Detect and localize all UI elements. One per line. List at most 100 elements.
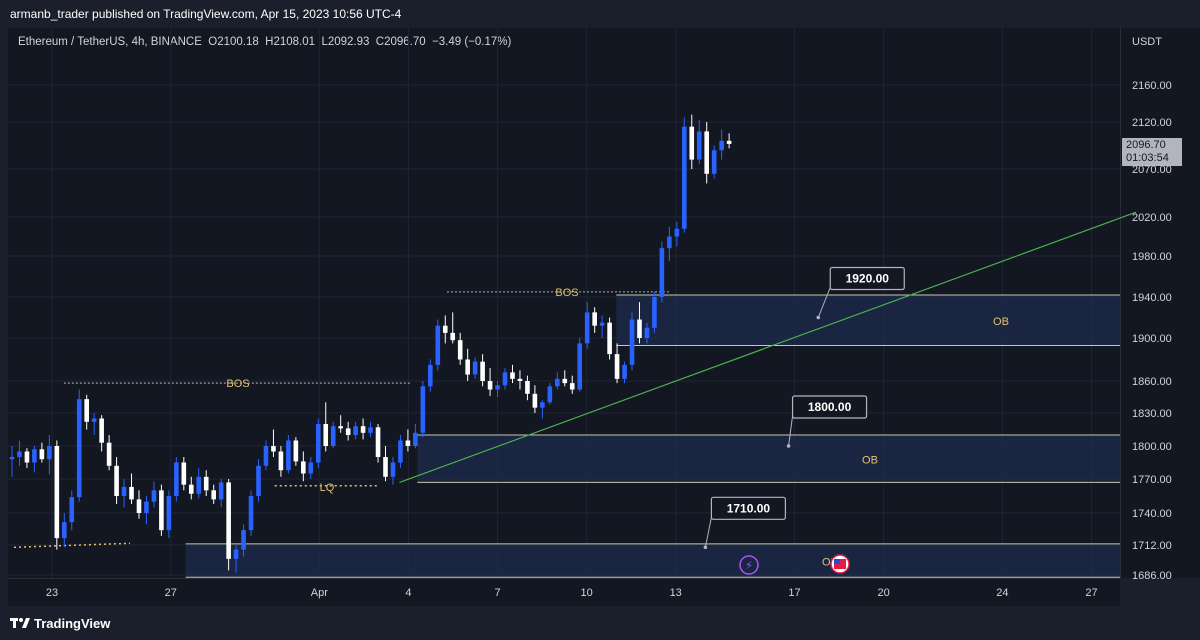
high-value: H2108.01: [265, 36, 316, 48]
candle-body: [360, 426, 366, 433]
price-tick-label: 1940.00: [1132, 292, 1172, 304]
candle-body: [383, 457, 388, 477]
candle-body: [39, 449, 45, 460]
candle-body: [47, 446, 52, 460]
footer-bar: TradingView: [0, 606, 1200, 640]
candle-body: [442, 325, 448, 333]
candle-body: [398, 440, 403, 463]
open-value: O2100.18: [208, 36, 259, 48]
candle-body: [532, 393, 538, 408]
price-callout-box[interactable]: [829, 266, 905, 291]
candle-body: [622, 364, 627, 379]
candle-body: [241, 530, 246, 550]
price-tick-label: 1860.00: [1132, 376, 1172, 388]
candle-body: [629, 319, 635, 365]
candle-body: [353, 426, 358, 435]
candle-body: [84, 399, 89, 422]
candle-body: [256, 465, 261, 496]
candle-body: [121, 486, 127, 496]
candle-body: [159, 490, 164, 531]
candle-body: [696, 131, 702, 160]
candle-body: [17, 451, 22, 457]
ohlc-legend: Ethereum / TetherUS, 4h, BINANCE O2100.1…: [18, 36, 511, 48]
price-axis[interactable]: [1120, 28, 1200, 578]
time-tick-label: 27: [1085, 587, 1097, 599]
callout-pointer: [704, 517, 712, 548]
candle-body: [323, 424, 329, 446]
candle-body: [315, 424, 321, 463]
candle-body: [644, 327, 650, 338]
bos-label: BOS: [226, 378, 249, 390]
candle-body: [188, 484, 194, 494]
tradingview-brand-label[interactable]: TradingView: [34, 616, 111, 631]
candle-body: [667, 236, 672, 249]
candle-body: [592, 312, 597, 326]
price-tick-label: 1740.00: [1132, 508, 1172, 520]
candle-body: [69, 497, 75, 523]
lightning-event-icon[interactable]: [739, 555, 759, 575]
time-tick-label: 24: [996, 587, 1008, 599]
candle-body: [330, 426, 336, 446]
price-tick-label: 1980.00: [1132, 251, 1172, 263]
candle-body: [435, 325, 441, 365]
candle-body: [719, 140, 724, 151]
candle-body: [301, 461, 306, 474]
lightning-glyph-icon: ⚡: [745, 560, 753, 572]
low-value: L2092.93: [321, 36, 370, 48]
price-callout-box[interactable]: [791, 395, 868, 419]
candle-body: [91, 418, 97, 422]
time-tick-label: Apr: [311, 587, 328, 599]
price-tick-label: 2020.00: [1132, 212, 1172, 224]
candle-body: [547, 386, 553, 403]
candle-body: [652, 297, 657, 328]
candle-body: [689, 126, 695, 160]
price-callout-label: 1800.00: [808, 400, 852, 414]
callout-anchor-dot: [703, 545, 708, 550]
candle-body: [32, 449, 37, 463]
candle-body: [637, 319, 642, 338]
ob-label: OB: [862, 455, 878, 467]
candle-body: [271, 446, 276, 452]
candle-body: [413, 432, 418, 446]
time-axis[interactable]: [8, 578, 1120, 607]
price-tick-label: 1686.00: [1132, 570, 1172, 582]
time-tick-label: 10: [580, 587, 592, 599]
price-tick-label: 1712.00: [1132, 540, 1172, 552]
candle-body: [711, 150, 717, 174]
candle-body: [405, 440, 411, 446]
candle-body: [166, 496, 172, 531]
time-tick-label: 27: [165, 587, 177, 599]
price-tick-label: 2120.00: [1132, 117, 1172, 129]
candle-body: [181, 462, 187, 485]
candle-body: [457, 340, 463, 360]
candle-body: [659, 248, 665, 297]
candle-body: [517, 378, 523, 381]
candle-body: [114, 465, 119, 496]
candle-body: [465, 359, 470, 375]
candle-body: [540, 402, 545, 408]
price-unit-label[interactable]: USDT: [1132, 36, 1162, 48]
candle-body: [248, 496, 254, 531]
time-tick-label: 7: [494, 587, 500, 599]
candle-body: [569, 383, 575, 390]
candle-body: [420, 386, 426, 433]
price-tick-label: 1770.00: [1132, 474, 1172, 486]
publisher-line: armanb_trader published on TradingView.c…: [10, 7, 402, 21]
price-callout-box[interactable]: [710, 496, 787, 520]
candle-body: [54, 446, 60, 539]
candle-body: [450, 332, 456, 341]
order-block-zone: [417, 435, 1120, 483]
candle-body: [196, 476, 202, 494]
bos-label: BOS: [555, 287, 578, 299]
candle-body: [726, 140, 732, 144]
order-block-zone: [185, 543, 1120, 578]
candle-body: [106, 442, 112, 466]
candle-body: [562, 378, 568, 384]
candle-body: [99, 418, 104, 443]
candle-body: [487, 381, 493, 390]
order-block-zone: [616, 294, 1120, 346]
candle-body: [286, 440, 291, 471]
symbol-label[interactable]: Ethereum / TetherUS, 4h, BINANCE: [18, 36, 202, 48]
trend-line[interactable]: [399, 211, 1137, 483]
